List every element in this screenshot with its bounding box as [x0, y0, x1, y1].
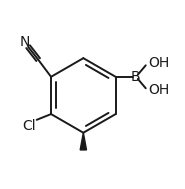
Polygon shape — [80, 133, 87, 150]
Text: OH: OH — [149, 56, 170, 70]
Text: N: N — [19, 35, 30, 49]
Text: B: B — [131, 70, 141, 84]
Text: OH: OH — [149, 83, 170, 97]
Text: Cl: Cl — [23, 119, 36, 132]
